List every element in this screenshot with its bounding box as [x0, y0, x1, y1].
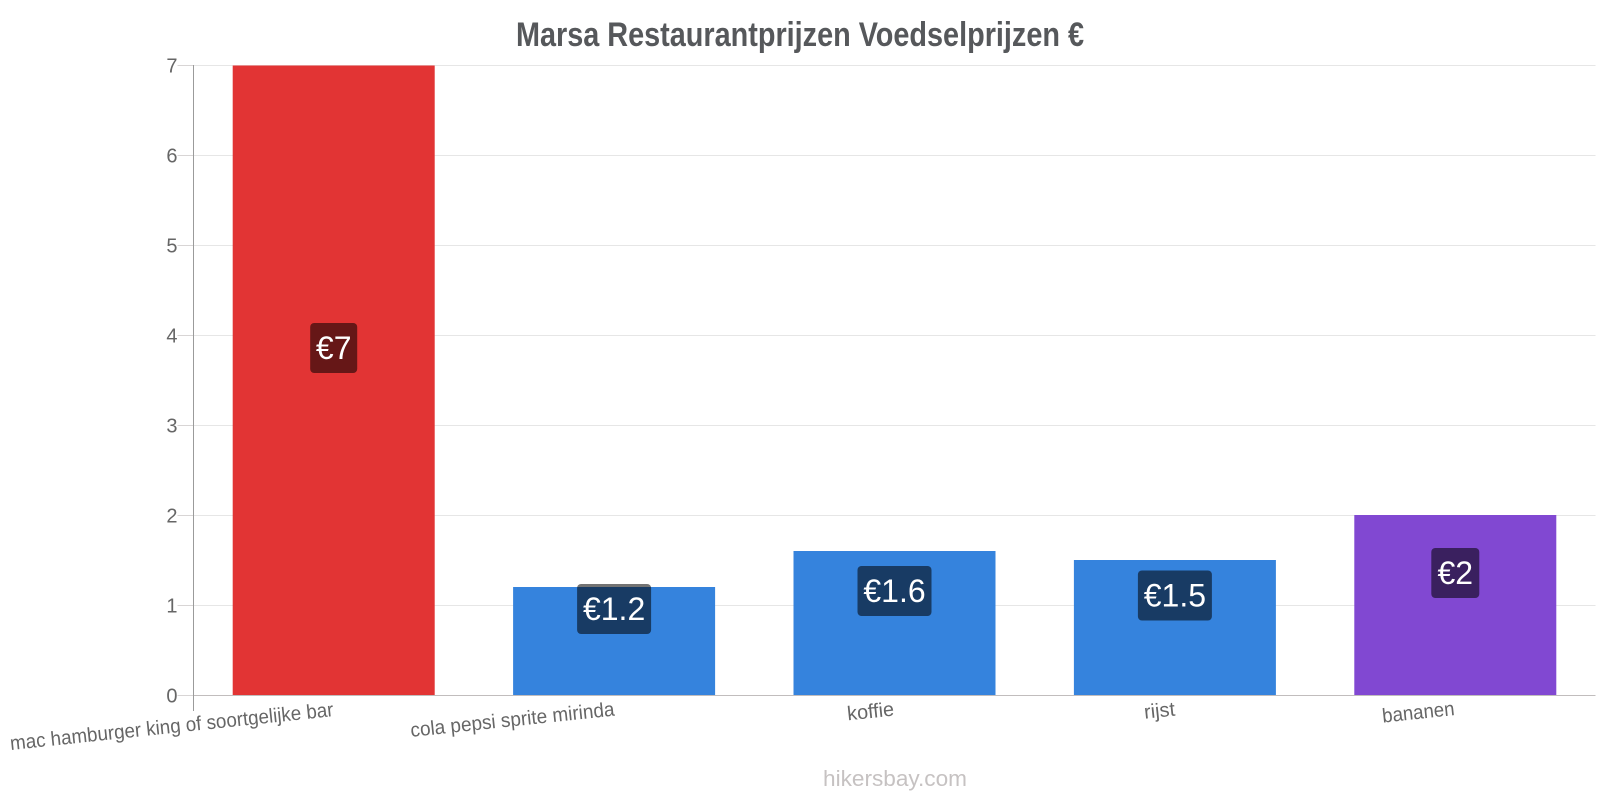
svg-text:koffie: koffie: [846, 699, 895, 726]
svg-text:6: 6: [166, 146, 177, 168]
svg-text:1: 1: [166, 596, 177, 618]
svg-text:rijst: rijst: [1143, 699, 1177, 724]
svg-text:€7: €7: [316, 330, 352, 366]
svg-text:2: 2: [166, 506, 177, 528]
svg-text:hikersbay.com: hikersbay.com: [823, 766, 967, 791]
svg-text:5: 5: [166, 236, 177, 258]
svg-text:0: 0: [166, 686, 177, 708]
svg-text:Marsa Restaurantprijzen Voedse: Marsa Restaurantprijzen Voedselprijzen €: [516, 16, 1084, 54]
svg-text:3: 3: [166, 416, 177, 438]
svg-text:7: 7: [166, 56, 177, 78]
svg-text:€1.6: €1.6: [863, 573, 925, 609]
svg-text:€1.5: €1.5: [1144, 578, 1206, 614]
svg-text:4: 4: [166, 326, 177, 348]
svg-text:€1.2: €1.2: [583, 591, 645, 627]
svg-text:€2: €2: [1438, 555, 1474, 591]
